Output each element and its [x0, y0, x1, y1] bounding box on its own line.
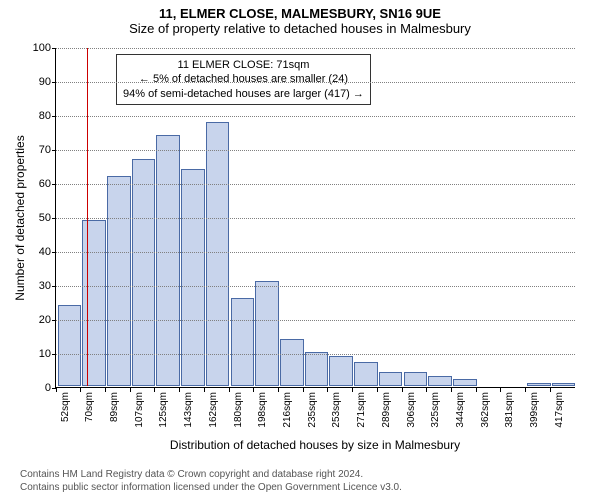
y-tick-label: 0	[21, 382, 51, 394]
y-tick-label: 80	[21, 110, 51, 122]
x-tick-label: 198sqm	[257, 392, 268, 428]
y-tick-label: 20	[21, 314, 51, 326]
y-tick-label: 100	[21, 42, 51, 54]
x-tick-label: 344sqm	[455, 392, 466, 428]
x-tick-label: 381sqm	[504, 392, 515, 428]
histogram-bar	[280, 339, 303, 386]
x-tick-label: 107sqm	[134, 392, 145, 428]
histogram-bar	[255, 281, 278, 386]
x-tick-label: 362sqm	[480, 392, 491, 428]
x-tick-label: 143sqm	[183, 392, 194, 428]
footer-line2: Contains public sector information licen…	[20, 482, 402, 495]
x-tick-label: 253sqm	[331, 392, 342, 428]
chart-title-address: 11, ELMER CLOSE, MALMESBURY, SN16 9UE	[0, 0, 600, 21]
histogram-bar	[552, 383, 575, 386]
x-tick-label: 306sqm	[406, 392, 417, 428]
annotation-line1: 11 ELMER CLOSE: 71sqm	[123, 58, 364, 72]
footer-line1: Contains HM Land Registry data © Crown c…	[20, 469, 402, 482]
annotation-box: 11 ELMER CLOSE: 71sqm ← 5% of detached h…	[116, 54, 371, 105]
x-tick-label: 162sqm	[208, 392, 219, 428]
y-tick-label: 10	[21, 348, 51, 360]
chart-area: 11 ELMER CLOSE: 71sqm ← 5% of detached h…	[55, 48, 575, 418]
x-tick-label: 399sqm	[529, 392, 540, 428]
histogram-bar	[453, 379, 476, 386]
histogram-bar	[156, 135, 179, 386]
annotation-line2: ← 5% of detached houses are smaller (24)	[123, 72, 364, 86]
plot-area: 11 ELMER CLOSE: 71sqm ← 5% of detached h…	[55, 48, 575, 388]
x-axis-title: Distribution of detached houses by size …	[55, 438, 575, 452]
x-tick-label: 325sqm	[430, 392, 441, 428]
histogram-bar	[354, 362, 377, 386]
x-tick-label: 52sqm	[60, 392, 71, 422]
chart-titles: 11, ELMER CLOSE, MALMESBURY, SN16 9UE Si…	[0, 0, 600, 40]
histogram-bar	[82, 220, 105, 386]
x-tick-label: 216sqm	[282, 392, 293, 428]
y-tick-label: 40	[21, 246, 51, 258]
x-tick-label: 289sqm	[381, 392, 392, 428]
x-tick-label: 89sqm	[109, 392, 120, 422]
histogram-bar	[231, 298, 254, 386]
y-tick-label: 60	[21, 178, 51, 190]
annotation-line3: 94% of semi-detached houses are larger (…	[123, 87, 364, 101]
y-tick-label: 30	[21, 280, 51, 292]
x-tick-label: 417sqm	[554, 392, 565, 428]
subject-marker-line	[87, 48, 88, 386]
y-tick-label: 50	[21, 212, 51, 224]
histogram-bar	[379, 372, 402, 386]
x-tick-label: 125sqm	[158, 392, 169, 428]
x-tick-label: 180sqm	[233, 392, 244, 428]
x-tick-label: 70sqm	[84, 392, 95, 422]
histogram-bar	[132, 159, 155, 386]
histogram-bar	[404, 372, 427, 386]
histogram-bar	[527, 383, 550, 386]
y-tick-label: 70	[21, 144, 51, 156]
footer-attribution: Contains HM Land Registry data © Crown c…	[20, 469, 402, 494]
histogram-bar	[329, 356, 352, 387]
histogram-bar	[305, 352, 328, 386]
x-tick-label: 235sqm	[307, 392, 318, 428]
histogram-bar	[206, 122, 229, 386]
y-tick-label: 90	[21, 76, 51, 88]
histogram-bar	[428, 376, 451, 386]
chart-title-sub: Size of property relative to detached ho…	[0, 21, 600, 40]
histogram-bar	[58, 305, 81, 386]
x-tick-label: 271sqm	[356, 392, 367, 428]
